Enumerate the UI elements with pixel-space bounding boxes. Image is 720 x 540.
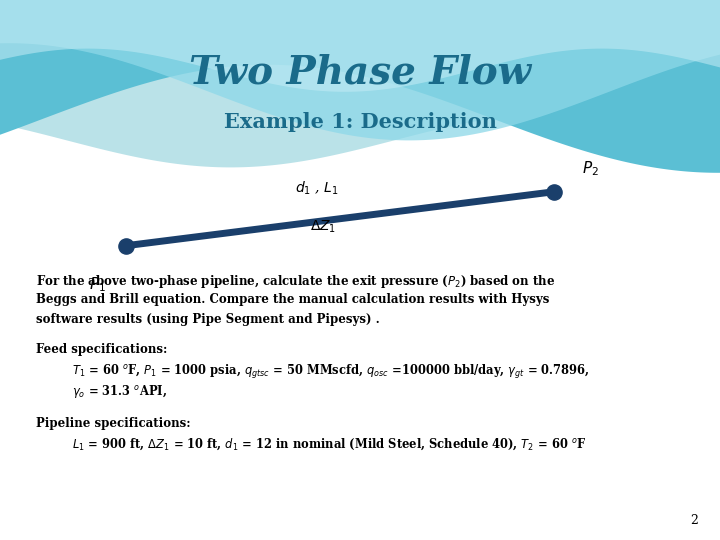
Polygon shape [0, 0, 720, 92]
Text: Pipeline specifications:: Pipeline specifications: [36, 417, 191, 430]
Text: $\Delta Z_1$: $\Delta Z_1$ [310, 219, 336, 235]
Polygon shape [0, 0, 720, 140]
Polygon shape [0, 0, 720, 167]
Text: $\gamma_o$ = 31.3 $^o$API,: $\gamma_o$ = 31.3 $^o$API, [72, 383, 167, 400]
Text: 2: 2 [690, 514, 698, 526]
Text: Feed specifications:: Feed specifications: [36, 343, 167, 356]
Text: $L_1$ = 900 ft, $\Delta Z_1$ = 10 ft, $d_1$ = 12 in nominal (Mild Steel, Schedul: $L_1$ = 900 ft, $\Delta Z_1$ = 10 ft, $d… [72, 437, 587, 453]
Text: $P_1$: $P_1$ [89, 275, 106, 294]
Text: software results (using Pipe Segment and Pipesys) .: software results (using Pipe Segment and… [36, 313, 379, 326]
Text: Example 1: Description: Example 1: Description [224, 111, 496, 132]
Text: $P_2$: $P_2$ [582, 159, 599, 178]
Polygon shape [0, 0, 720, 173]
Point [120, 241, 132, 250]
Point [549, 187, 560, 196]
Text: $T_1$ = 60 $^o$F, $P_1$ = 1000 psia, $q_{gtsc}$ = 50 MMscfd, $q_{osc}$ =100000 b: $T_1$ = 60 $^o$F, $P_1$ = 1000 psia, $q_… [72, 363, 590, 381]
Text: $d_1$ , $L_1$: $d_1$ , $L_1$ [295, 180, 339, 197]
Text: For the above two-phase pipeline, calculate the exit pressure ($P_2$) based on t: For the above two-phase pipeline, calcul… [36, 273, 555, 289]
Text: Two Phase Flow: Two Phase Flow [189, 54, 531, 92]
Text: Beggs and Brill equation. Compare the manual calculation results with Hysys: Beggs and Brill equation. Compare the ma… [36, 293, 549, 306]
